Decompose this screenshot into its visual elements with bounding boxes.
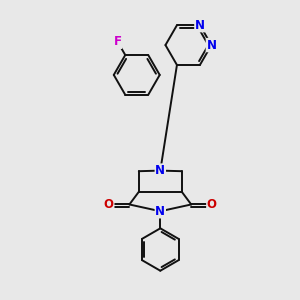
Text: N: N (155, 205, 165, 218)
Text: N: N (155, 164, 165, 177)
Text: N: N (195, 19, 205, 32)
Text: F: F (114, 35, 122, 48)
Text: N: N (206, 39, 216, 52)
Text: O: O (207, 198, 217, 211)
Text: O: O (104, 198, 114, 211)
